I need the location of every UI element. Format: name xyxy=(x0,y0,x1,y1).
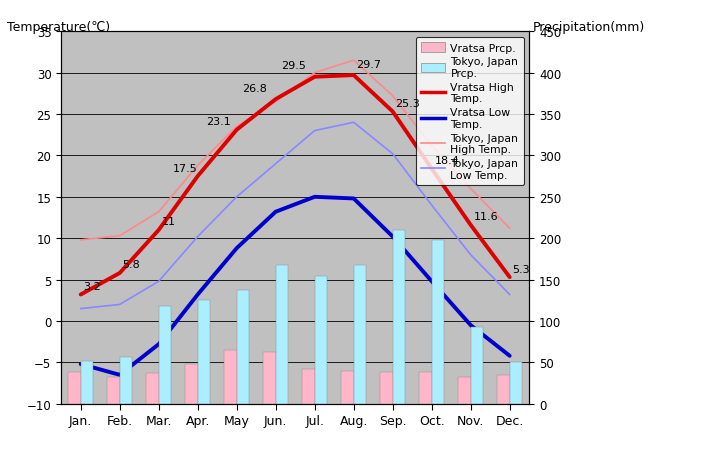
Bar xyxy=(158,307,171,404)
Bar xyxy=(471,327,483,404)
Bar xyxy=(264,353,276,404)
Text: 25.3: 25.3 xyxy=(395,99,420,109)
Bar xyxy=(185,364,198,404)
Text: 29.7: 29.7 xyxy=(356,60,382,70)
Bar xyxy=(392,230,405,404)
Text: Precipitation(mm): Precipitation(mm) xyxy=(533,21,645,34)
Text: 5.3: 5.3 xyxy=(513,264,530,274)
Bar xyxy=(120,358,132,404)
Text: 11: 11 xyxy=(161,217,176,227)
Bar xyxy=(302,369,315,404)
Bar xyxy=(146,373,158,404)
Bar xyxy=(510,362,522,404)
Bar xyxy=(354,265,366,404)
Bar xyxy=(68,373,81,404)
Bar xyxy=(498,375,510,404)
Bar xyxy=(237,290,249,404)
Bar xyxy=(432,241,444,404)
Text: 23.1: 23.1 xyxy=(206,117,231,127)
Text: 26.8: 26.8 xyxy=(243,84,267,94)
Text: 5.8: 5.8 xyxy=(122,260,140,270)
Bar xyxy=(458,377,471,404)
Bar xyxy=(419,373,432,404)
Text: 17.5: 17.5 xyxy=(173,163,197,173)
Legend: Vratsa Prcp., Tokyo, Japan
Prcp., Vratsa High
Temp., Vratsa Low
Temp., Tokyo, Ja: Vratsa Prcp., Tokyo, Japan Prcp., Vratsa… xyxy=(416,38,523,185)
Text: 18.4: 18.4 xyxy=(434,156,459,166)
Text: 29.5: 29.5 xyxy=(282,61,306,71)
Text: 11.6: 11.6 xyxy=(474,212,498,222)
Bar xyxy=(81,361,93,404)
Text: Temperature(℃): Temperature(℃) xyxy=(7,21,110,34)
Bar xyxy=(224,350,237,404)
Bar xyxy=(276,265,288,404)
Bar xyxy=(198,301,210,404)
Bar xyxy=(341,371,354,404)
Bar xyxy=(107,377,120,404)
Bar xyxy=(315,277,327,404)
Bar xyxy=(380,373,392,404)
Text: 3.2: 3.2 xyxy=(84,281,102,291)
